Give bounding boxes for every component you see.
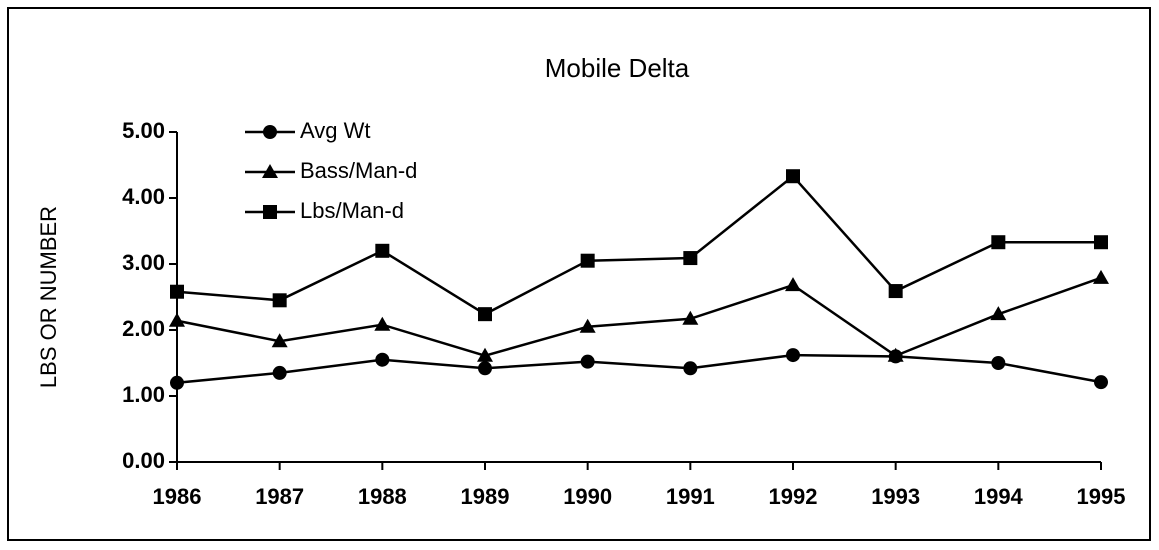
marker [888,284,903,299]
marker [272,293,287,308]
marker [683,251,698,266]
y-tick-label: 3.00 [122,250,165,275]
series-line [176,353,1102,385]
x-tick-label: 1991 [666,484,715,509]
marker [271,333,288,348]
marker [785,277,801,292]
x-tick-label: 1995 [1077,484,1126,509]
marker [991,235,1006,250]
y-axis-label: LBS OR NUMBER [36,206,61,388]
marker [478,307,492,322]
marker [683,361,698,376]
x-tick-label: 1993 [871,484,920,509]
marker [374,316,391,331]
marker [579,318,596,333]
marker [170,284,184,299]
marker [991,356,1006,370]
x-tick-label: 1986 [153,484,202,509]
marker [682,310,699,325]
marker [580,354,595,369]
x-tick-label: 1990 [563,484,612,509]
chart-title: Mobile Delta [545,53,690,83]
y-tick-label: 5.00 [122,118,165,143]
y-tick-label: 2.00 [122,316,165,341]
x-tick-label: 1987 [255,484,304,509]
marker [262,164,278,178]
marker [375,243,390,258]
x-tick-label: 1994 [974,484,1024,509]
marker [477,347,493,362]
marker [1094,235,1108,250]
marker [263,205,277,219]
y-tick-label: 4.00 [122,184,165,209]
y-tick-label: 1.00 [122,382,165,407]
chart-border [7,7,1151,541]
legend-label: Bass/Man-d [300,158,417,183]
marker [263,125,277,139]
marker [786,169,800,184]
marker [786,348,800,363]
marker [580,253,595,268]
marker [170,375,184,390]
legend-label: Avg Wt [300,118,371,143]
x-tick-label: 1989 [461,484,510,509]
marker [887,347,904,362]
marker [1094,375,1108,390]
x-tick-label: 1988 [358,484,407,509]
y-tick-label: 0.00 [122,448,165,473]
series-line [176,276,1102,358]
series-line [176,174,1101,316]
marker [272,365,287,380]
marker [1093,269,1109,284]
legend-label: Lbs/Man-d [300,198,404,223]
marker [375,352,390,367]
marker [990,306,1007,321]
x-tick-label: 1992 [769,484,818,509]
marker [478,361,492,376]
marker [169,312,185,327]
